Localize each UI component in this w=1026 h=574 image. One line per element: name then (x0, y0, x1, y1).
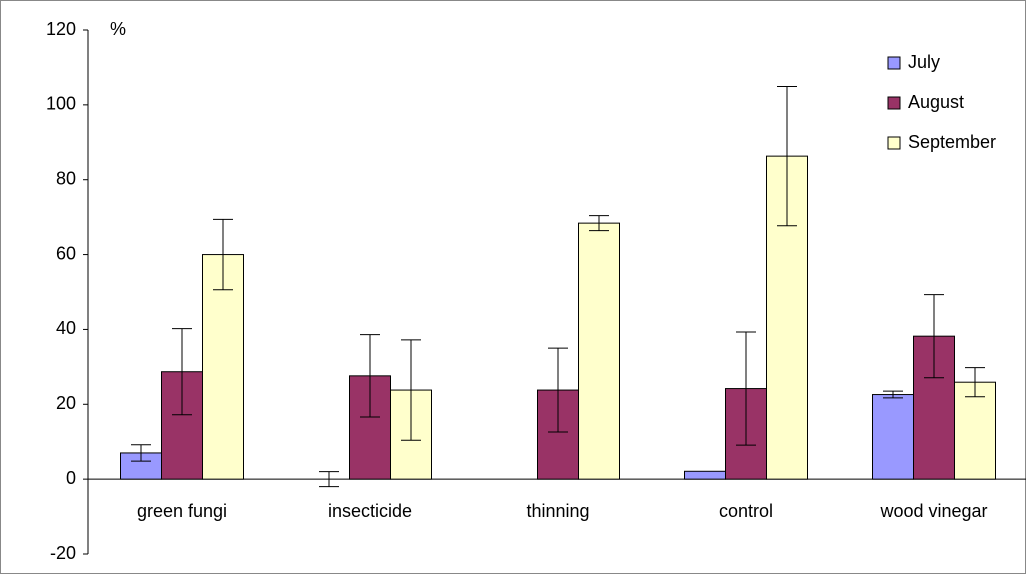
x-tick-label: control (719, 501, 773, 521)
y-tick-label: 60 (56, 243, 76, 263)
y-tick-label: 120 (46, 19, 76, 39)
y-tick-label: 0 (66, 468, 76, 488)
y-tick-label: 20 (56, 393, 76, 413)
bar (873, 395, 914, 480)
x-tick-label: wood vinegar (879, 501, 987, 521)
chart-border (1, 1, 1026, 574)
x-tick-label: insecticide (328, 501, 412, 521)
legend-label: July (908, 52, 940, 72)
y-tick-label: 100 (46, 94, 76, 114)
y-axis-label: % (110, 19, 126, 39)
x-tick-label: thinning (526, 501, 589, 521)
bar (579, 223, 620, 479)
x-tick-label: green fungi (137, 501, 227, 521)
bar (685, 471, 726, 479)
y-tick-label: -20 (50, 543, 76, 563)
chart: % -20 0 20 40 60 80 100 120 green fungi insectici… (0, 0, 1026, 574)
legend-swatch (888, 57, 900, 69)
legend-label: September (908, 132, 996, 152)
legend-swatch (888, 97, 900, 109)
legend-swatch (888, 137, 900, 149)
legend-label: August (908, 92, 964, 112)
y-tick-label: 80 (56, 168, 76, 188)
y-tick-label: 40 (56, 318, 76, 338)
